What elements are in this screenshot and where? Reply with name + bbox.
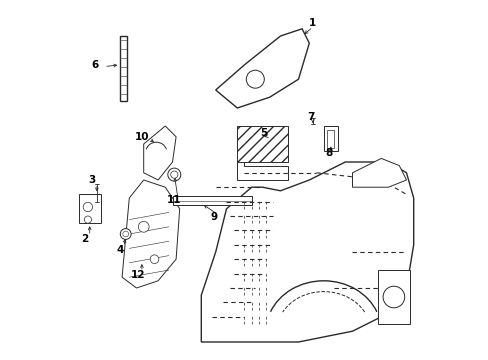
Text: 3: 3 (88, 175, 95, 185)
Text: 8: 8 (325, 148, 332, 158)
Polygon shape (120, 36, 127, 101)
Text: 4: 4 (116, 245, 124, 255)
Text: 7: 7 (307, 112, 314, 122)
Polygon shape (352, 158, 406, 187)
Bar (172, 196, 251, 205)
Text: 11: 11 (167, 195, 181, 205)
Circle shape (83, 202, 92, 212)
Text: 1: 1 (308, 18, 316, 28)
Circle shape (382, 286, 404, 308)
Circle shape (84, 216, 91, 223)
Circle shape (122, 231, 128, 237)
Text: 12: 12 (131, 270, 145, 280)
Polygon shape (201, 162, 413, 342)
Text: 5: 5 (260, 128, 267, 138)
Circle shape (138, 221, 149, 232)
Polygon shape (237, 162, 287, 180)
Text: 10: 10 (134, 132, 149, 142)
Circle shape (120, 229, 131, 239)
Bar (326, 130, 334, 148)
Bar (237, 126, 287, 162)
Polygon shape (323, 126, 337, 151)
Circle shape (170, 171, 178, 178)
Polygon shape (215, 29, 309, 108)
Circle shape (167, 168, 181, 181)
Bar (377, 270, 409, 324)
Text: 9: 9 (210, 212, 217, 222)
Circle shape (246, 70, 264, 88)
Polygon shape (143, 126, 176, 180)
Circle shape (150, 255, 159, 264)
Text: 2: 2 (81, 234, 88, 244)
Polygon shape (79, 194, 101, 223)
Polygon shape (122, 180, 179, 288)
Text: 6: 6 (91, 60, 99, 70)
